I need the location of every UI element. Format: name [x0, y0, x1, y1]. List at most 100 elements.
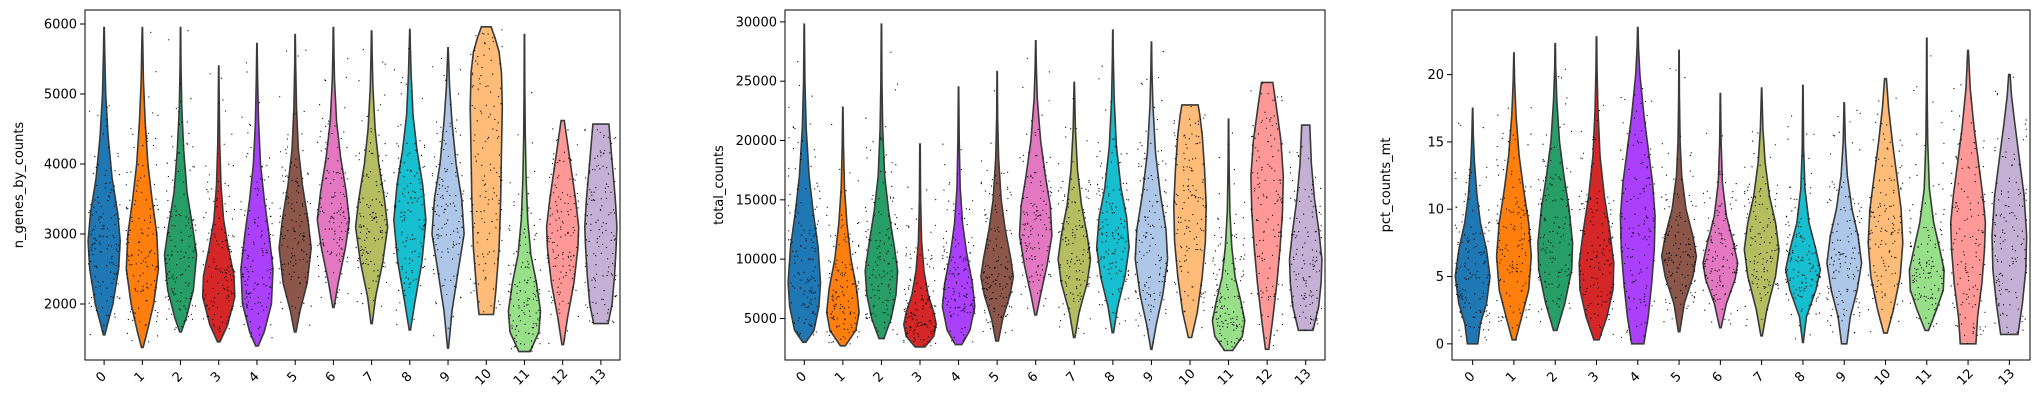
data-point: [261, 248, 263, 250]
data-point: [946, 209, 948, 211]
data-point: [892, 308, 894, 310]
data-point: [240, 208, 242, 211]
data-point: [131, 220, 133, 222]
data-point: [1277, 298, 1279, 300]
data-point: [166, 318, 168, 320]
data-point: [1302, 311, 1304, 313]
data-point: [798, 334, 800, 336]
violin-0: [787, 23, 822, 343]
data-point: [828, 224, 830, 226]
data-point: [243, 323, 245, 326]
data-point: [1569, 254, 1571, 256]
data-point: [1640, 102, 1642, 104]
data-point: [301, 249, 303, 252]
data-point: [475, 60, 477, 62]
data-point: [1638, 225, 1640, 227]
data-point: [605, 222, 607, 225]
data-point: [1622, 250, 1624, 252]
data-point: [246, 268, 248, 270]
data-point: [474, 107, 476, 109]
data-point: [1501, 315, 1503, 318]
y-tick-label: 2000: [44, 298, 77, 313]
data-point: [1089, 276, 1091, 278]
data-point: [534, 259, 536, 261]
data-point: [1202, 204, 1204, 207]
data-point: [374, 240, 376, 242]
data-point: [291, 219, 293, 221]
data-point: [557, 230, 559, 232]
data-point: [1159, 260, 1161, 262]
data-point: [1546, 187, 1549, 190]
data-point: [1516, 201, 1518, 203]
data-point: [1071, 188, 1073, 190]
data-point: [436, 132, 438, 135]
data-point: [1628, 326, 1630, 328]
points-10: [1173, 106, 1207, 329]
data-point: [555, 201, 557, 203]
data-point: [1104, 300, 1106, 302]
data-point: [279, 215, 281, 217]
data-point: [1610, 262, 1612, 265]
data-point: [369, 171, 371, 173]
data-point: [1299, 200, 1301, 202]
data-point: [1462, 288, 1464, 290]
data-point: [296, 166, 298, 168]
data-point: [829, 261, 832, 263]
data-point: [1626, 290, 1628, 292]
data-point: [1221, 305, 1223, 307]
data-point: [1101, 304, 1103, 306]
data-point: [1034, 203, 1036, 205]
data-point: [994, 230, 996, 232]
data-point: [1184, 158, 1186, 160]
data-point: [1633, 117, 1636, 119]
data-point: [1096, 275, 1098, 277]
data-point: [797, 320, 799, 322]
data-point: [1680, 303, 1682, 305]
data-point: [355, 247, 357, 249]
data-point: [815, 227, 818, 229]
data-point: [1173, 120, 1176, 122]
data-point: [1067, 203, 1069, 205]
data-point: [908, 288, 910, 290]
data-point: [553, 168, 555, 170]
data-point: [409, 238, 411, 240]
data-point: [1644, 208, 1646, 210]
data-point: [410, 170, 412, 172]
data-point: [1048, 217, 1050, 219]
data-point: [365, 262, 367, 265]
data-point: [957, 266, 959, 268]
data-point: [1175, 145, 1177, 147]
data-point: [1233, 311, 1235, 313]
data-point: [1255, 147, 1257, 149]
data-point: [889, 197, 892, 199]
data-point: [1647, 156, 1649, 158]
data-point: [207, 239, 209, 241]
data-point: [321, 210, 324, 212]
data-point: [875, 315, 877, 317]
data-point: [869, 312, 872, 314]
data-point: [168, 308, 170, 310]
data-point: [1226, 341, 1228, 343]
data-point: [176, 277, 178, 279]
data-point: [319, 104, 321, 106]
data-point: [316, 216, 318, 218]
data-point: [1079, 309, 1081, 312]
data-point: [1545, 176, 1547, 178]
data-point: [1677, 193, 1679, 195]
data-point: [257, 296, 259, 298]
data-point: [959, 306, 961, 309]
data-point: [410, 196, 412, 198]
data-point: [1590, 285, 1592, 287]
data-point: [301, 221, 303, 223]
data-point: [856, 267, 859, 269]
data-point: [960, 168, 963, 171]
data-point: [180, 83, 182, 85]
data-point: [1465, 324, 1468, 326]
data-point: [216, 206, 218, 208]
data-point: [1304, 329, 1306, 331]
data-point: [100, 216, 103, 218]
data-point: [1105, 327, 1107, 329]
data-point: [369, 214, 371, 216]
data-point: [417, 197, 419, 200]
data-point: [1165, 192, 1167, 194]
